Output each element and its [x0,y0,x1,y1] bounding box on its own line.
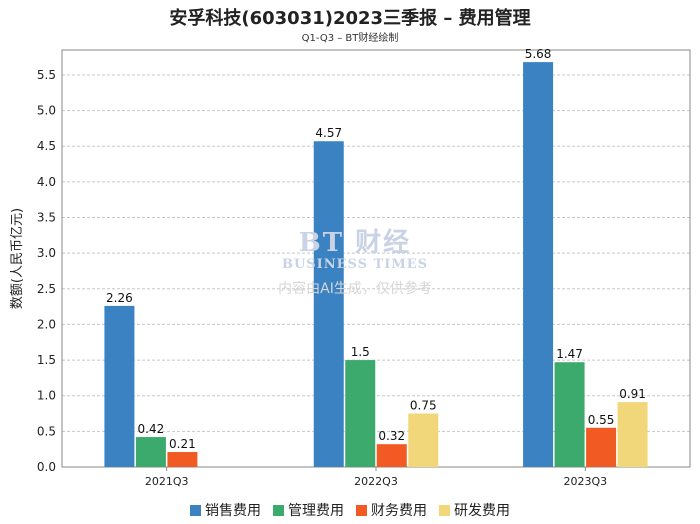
bar-财务费用 [376,444,407,467]
bar-研发费用 [617,402,648,467]
y-tick-label: 2.0 [37,317,56,331]
legend-swatch [439,505,450,516]
legend-item: 销售费用 [190,500,261,520]
y-tick-label: 0.5 [37,424,56,438]
bar-销售费用 [523,62,554,467]
data-label: 0.75 [410,399,437,413]
chart-subtitle: Q1-Q3 – BT财经绘制 [301,33,399,44]
data-label: 0.91 [619,387,646,401]
chart-title: 安孚科技(603031)2023三季报 – 费用管理 [169,8,531,29]
legend-swatch [273,505,284,516]
data-label: 1.5 [351,345,370,359]
bar-销售费用 [104,305,135,467]
bar-管理费用 [345,360,376,467]
y-tick-label: 0.0 [37,460,56,474]
y-tick-label: 3.0 [37,246,56,260]
legend-swatch [190,505,201,516]
x-tick-label: 2021Q3 [145,475,189,488]
bar-财务费用 [167,452,198,467]
chart-legend: 销售费用 管理费用 财务费用 研发费用 [0,500,700,520]
bar-研发费用 [408,413,439,467]
plot-frame [61,49,691,468]
legend-item: 财务费用 [356,500,427,520]
y-tick-label: 1.0 [37,389,56,403]
y-tick-label: 4.0 [37,175,56,189]
bar-管理费用 [135,437,166,467]
y-tick-label: 1.5 [37,353,56,367]
legend-swatch [356,505,367,516]
legend-item: 管理费用 [273,500,344,520]
x-tick-label: 2022Q3 [354,475,398,488]
y-tick-label: 4.5 [37,139,56,153]
bar-销售费用 [313,141,344,467]
data-label: 0.32 [378,429,405,443]
bar-管理费用 [554,362,585,467]
y-tick-label: 3.5 [37,211,56,225]
x-tick-label: 2023Q3 [564,475,608,488]
data-label: 2.26 [106,291,133,305]
data-label: 0.55 [588,413,615,427]
data-label: 5.68 [525,47,552,61]
y-tick-label: 5.5 [37,68,56,82]
data-label: 4.57 [315,126,342,140]
y-tick-label: 5.0 [37,104,56,118]
y-axis-label: 数额(人民币亿元) [10,208,25,309]
legend-label: 财务费用 [371,503,427,519]
legend-label: 研发费用 [454,503,510,519]
data-label: 1.47 [556,347,583,361]
legend-label: 销售费用 [205,503,261,519]
data-label: 0.21 [169,437,196,451]
y-tick-label: 2.5 [37,282,56,296]
legend-label: 管理费用 [288,503,344,519]
bar-财务费用 [586,427,617,467]
legend-item: 研发费用 [439,500,510,520]
data-label: 0.42 [138,422,165,436]
